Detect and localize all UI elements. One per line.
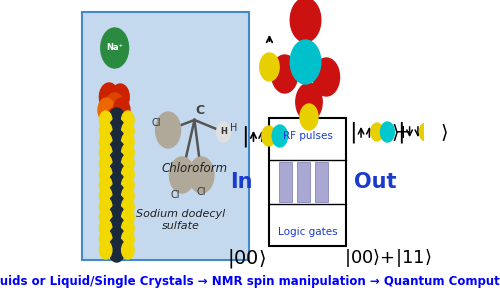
Circle shape [108,173,125,197]
Circle shape [100,176,112,194]
Circle shape [100,165,112,183]
Circle shape [100,219,112,237]
Circle shape [108,238,125,262]
Circle shape [111,84,129,110]
Circle shape [290,0,321,42]
Circle shape [108,162,125,186]
Circle shape [114,98,130,122]
Circle shape [100,83,119,111]
Circle shape [122,219,134,237]
Circle shape [100,143,112,161]
Text: ⟩: ⟩ [392,123,400,142]
Circle shape [122,198,134,216]
Circle shape [262,126,276,146]
Text: Liquids or Liquid/Single Crystals → NMR spin manipulation → Quantum Computing: Liquids or Liquid/Single Crystals → NMR … [0,275,500,288]
Text: Cl: Cl [170,190,180,200]
Text: $|00\rangle$: $|00\rangle$ [227,246,266,270]
Circle shape [101,28,128,68]
Circle shape [108,119,125,143]
Circle shape [122,133,134,151]
Circle shape [216,122,230,142]
Circle shape [122,230,134,248]
Bar [297,161,310,202]
Circle shape [108,151,125,175]
Circle shape [100,230,112,248]
Text: C: C [196,103,204,117]
Text: Cl: Cl [196,187,206,197]
Circle shape [296,83,322,121]
Text: Sodium dodecyl
sulfate: Sodium dodecyl sulfate [136,209,225,231]
Circle shape [122,187,134,205]
Circle shape [122,208,134,227]
Text: Chloroform: Chloroform [162,161,228,175]
Text: Logic gates: Logic gates [278,227,338,237]
Circle shape [108,184,125,208]
Circle shape [429,122,443,142]
Circle shape [100,133,112,151]
Circle shape [380,122,394,142]
Circle shape [170,157,194,193]
Circle shape [189,157,214,193]
Circle shape [108,130,125,154]
Circle shape [108,108,125,132]
Circle shape [108,206,125,230]
Text: +: + [394,123,411,142]
Text: Cl: Cl [152,118,161,128]
Text: $|00\rangle$$+$$|11\rangle$: $|00\rangle$$+$$|11\rangle$ [344,247,431,269]
Circle shape [108,216,125,240]
Circle shape [108,227,125,251]
Circle shape [272,55,298,93]
Text: Out: Out [354,172,396,192]
Text: H: H [230,123,237,133]
Circle shape [122,165,134,183]
Circle shape [100,122,112,140]
Circle shape [122,154,134,172]
Bar [270,118,346,246]
Text: ⟩: ⟩ [440,123,448,142]
Circle shape [100,154,112,172]
Circle shape [122,176,134,194]
FancyBboxPatch shape [82,12,248,260]
Text: RF pulses: RF pulses [282,131,333,141]
Circle shape [122,241,134,259]
Circle shape [105,93,124,121]
Text: H: H [220,128,227,136]
Text: |: | [398,121,405,143]
Text: Na⁺: Na⁺ [106,44,123,53]
Circle shape [108,195,125,219]
Text: |: | [349,121,356,143]
Circle shape [100,198,112,216]
Circle shape [100,111,112,129]
Circle shape [122,111,134,129]
Circle shape [106,108,123,132]
Bar [279,161,291,202]
Circle shape [290,40,321,84]
Circle shape [122,143,134,161]
Bar [315,161,328,202]
Circle shape [98,98,114,122]
Circle shape [300,104,318,130]
Circle shape [100,241,112,259]
Text: ⟩: ⟩ [286,126,294,145]
Circle shape [108,140,125,164]
Text: In: In [230,172,253,192]
Circle shape [420,123,432,141]
Circle shape [156,112,180,148]
Circle shape [313,58,340,96]
Text: |: | [242,125,249,147]
Circle shape [260,53,279,81]
Circle shape [100,208,112,227]
Circle shape [371,123,383,141]
Circle shape [272,125,287,147]
Circle shape [122,122,134,140]
Circle shape [100,187,112,205]
